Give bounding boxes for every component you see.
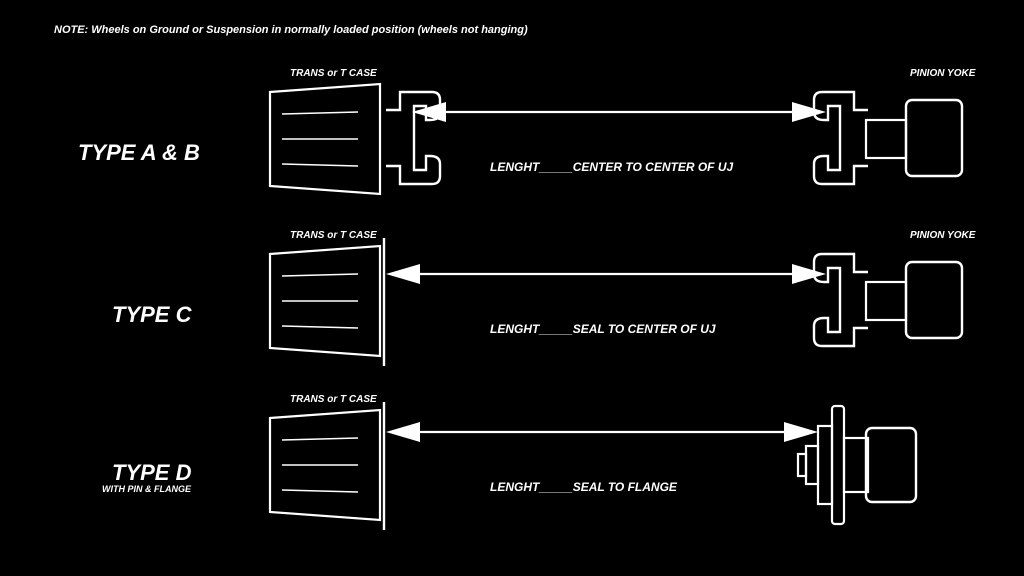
- row-type-d: TYPE D WITH PIN & FLANGE TRANS or T CASE…: [0, 388, 1024, 548]
- note-text: NOTE: Wheels on Ground or Suspension in …: [54, 24, 528, 36]
- row-type-ab: TYPE A & B TRANS or T CASE PINION YOKE L…: [0, 62, 1024, 222]
- measure-label-c: LENGHT_____SEAL TO CENTER OF UJ: [490, 322, 716, 336]
- measure-arrow-c: [0, 224, 1024, 384]
- measure-label-ab: LENGHT_____CENTER TO CENTER OF UJ: [490, 160, 733, 174]
- measure-arrow-ab: [0, 62, 1024, 222]
- measure-arrow-d: [0, 388, 1024, 548]
- measure-label-d: LENGHT_____SEAL TO FLANGE: [490, 480, 677, 494]
- row-type-c: TYPE C TRANS or T CASE PINION YOKE LENGH…: [0, 224, 1024, 384]
